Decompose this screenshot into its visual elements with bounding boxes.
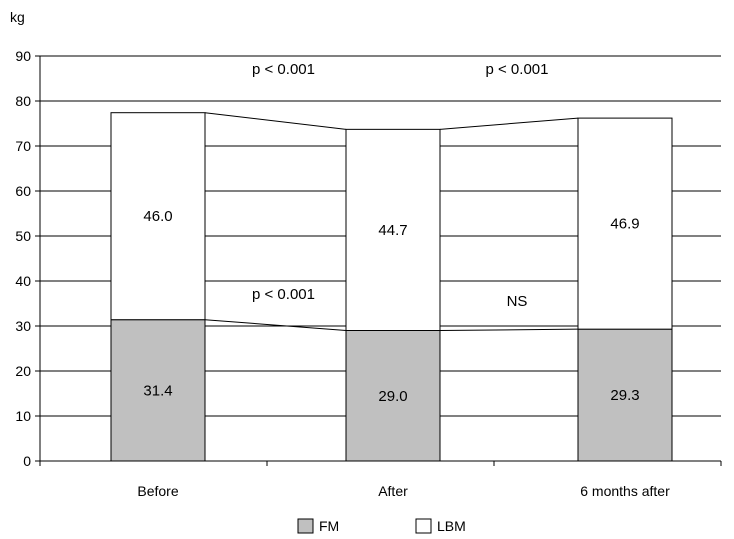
x-category-label: After [378,483,408,499]
bar-lbm [110,112,206,321]
y-tick-label: 50 [15,228,31,244]
bar-value-label-lbm: 46.9 [610,216,639,233]
bar-lbm [577,117,673,330]
y-tick-label: 10 [15,408,31,424]
y-tick-label: 30 [15,318,31,334]
connector-line-fm [204,319,347,331]
bar-fm [345,330,441,462]
labels: 0 10 20 30 40 50 60 70 80 90 Before After 6 months a… [15,48,670,499]
x-category-label: Before [137,483,178,499]
significance-annotation: NS [507,293,528,310]
bar-value-label-fm: 29.0 [378,388,407,405]
bar-lbm [345,128,441,331]
bar-value-label-lbm: 44.7 [378,222,407,239]
y-tick-label: 80 [15,93,31,109]
annotation-background [243,59,324,79]
annotation-background [477,290,557,311]
connector-line-total [439,117,579,130]
legend: FM LBM [297,518,466,534]
significance-annotation: p < 0.001 [252,61,315,78]
significance-annotation: p < 0.001 [486,61,549,78]
connector-lines [204,112,579,331]
legend-label-fm: FM [319,518,339,534]
bar-fm [110,319,206,462]
legend-swatch-lbm [415,518,432,534]
bars [110,112,673,462]
y-tick-label: 20 [15,363,31,379]
y-tick-label: 40 [15,273,31,289]
bar-value-label-lbm: 46.0 [143,208,172,225]
legend-label-lbm: LBM [437,518,466,534]
annotation-background [243,284,324,304]
x-category-label: 6 months after [580,483,670,499]
y-tick-label: 70 [15,138,31,154]
connector-line-total [204,112,347,130]
connector-line-fm [439,328,579,331]
bar-value-label-fm: 31.4 [143,382,172,399]
y-tick-label: 60 [15,183,31,199]
annotation-background [477,59,557,79]
bar-value-label-fm: 29.3 [610,387,639,404]
legend-swatch-fm [297,518,314,534]
bar-fm [577,328,673,462]
y-tick-label: 0 [23,453,31,469]
significance-annotation: p < 0.001 [252,286,315,303]
y-axis-unit-label: kg [10,9,25,25]
y-tick-label: 90 [15,48,31,64]
axes [35,55,722,466]
